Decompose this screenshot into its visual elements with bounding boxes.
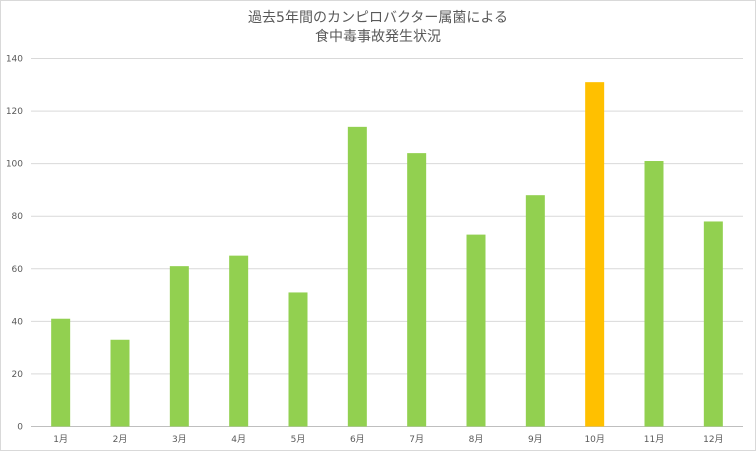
bar xyxy=(288,292,308,427)
chart-title-line-1: 過去5年間のカンピロバクター属菌による xyxy=(248,10,508,26)
x-tick-label: 10月 xyxy=(584,434,604,445)
bar xyxy=(229,255,249,427)
x-tick-label: 8月 xyxy=(469,434,484,445)
chart-title: 過去5年間のカンピロバクター属菌による 食中毒事故発生状況 xyxy=(1,9,755,47)
bar xyxy=(703,221,723,427)
x-tick-label: 4月 xyxy=(231,434,246,445)
bar-highlight xyxy=(585,82,605,427)
bar xyxy=(466,234,486,427)
y-tick-label: 0 xyxy=(17,423,23,433)
chart-title-line-2: 食中毒事故発生状況 xyxy=(315,29,441,45)
y-tick-label: 40 xyxy=(12,317,24,327)
y-tick-label: 120 xyxy=(6,107,23,117)
bar xyxy=(525,195,545,427)
x-tick-label: 1月 xyxy=(53,434,68,445)
bar xyxy=(347,126,367,427)
x-tick-label: 3月 xyxy=(172,434,187,445)
x-tick-label: 9月 xyxy=(528,434,543,445)
x-tick-label: 5月 xyxy=(291,434,306,445)
x-tick-label: 12月 xyxy=(703,434,723,445)
y-tick-label: 140 xyxy=(6,55,23,65)
bar xyxy=(110,339,130,427)
bar xyxy=(407,153,427,427)
y-tick-label: 100 xyxy=(6,160,23,170)
bar xyxy=(169,266,189,427)
y-tick-label: 60 xyxy=(12,265,24,275)
bar xyxy=(644,161,664,427)
x-tick-label: 7月 xyxy=(409,434,424,445)
bar xyxy=(51,318,71,427)
x-tick-label: 6月 xyxy=(350,434,365,445)
x-tick-label: 11月 xyxy=(644,434,664,445)
y-tick-label: 20 xyxy=(12,370,24,380)
y-tick-label: 80 xyxy=(12,212,24,222)
x-tick-label: 2月 xyxy=(113,434,128,445)
